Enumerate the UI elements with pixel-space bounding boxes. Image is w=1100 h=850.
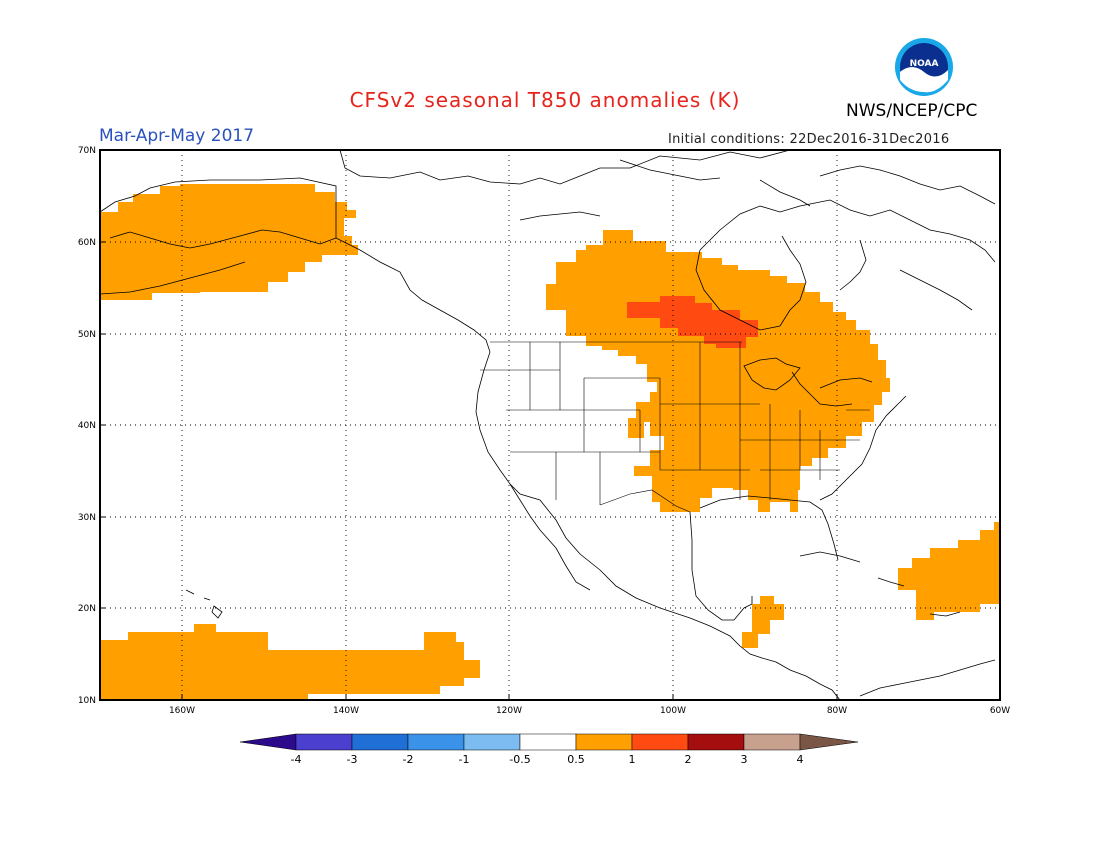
initial-conditions-label: Initial conditions: 22Dec2016-31Dec2016 (668, 132, 950, 147)
lon-label-140w: 140W (333, 706, 359, 716)
political-borders (480, 341, 870, 513)
lat-label-40n: 40N (78, 421, 96, 431)
anomaly-fills (100, 184, 1000, 700)
anomaly-region-central-america (742, 596, 784, 648)
agency-label: NWS/NCEP/CPC (846, 101, 978, 121)
colorbar-segment (631, 733, 689, 751)
axis-ticks (100, 149, 1001, 701)
colorbar-label: -3 (347, 753, 358, 766)
lat-label-20n: 20N (78, 604, 96, 614)
anomaly-region-central-core (627, 296, 758, 348)
anomaly-region-pacific (100, 624, 480, 700)
lat-label-50n: 50N (78, 330, 96, 340)
lon-label-100w: 100W (660, 706, 686, 716)
colorbar-label: -4 (291, 753, 302, 766)
lon-label-160w: 160W (169, 706, 195, 716)
colorbar-segment (687, 733, 745, 751)
colorbar-segment (295, 733, 353, 751)
anomaly-region-atlantic (898, 522, 1000, 620)
colorbar-label: -0.5 (509, 753, 530, 766)
colorbar-segment (351, 733, 409, 751)
coastlines (99, 149, 996, 701)
colorbar-label: 3 (741, 753, 748, 766)
lat-label-70n: 70N (78, 146, 96, 156)
colorbar-segment (463, 733, 521, 751)
lat-label-10n: 10N (78, 696, 96, 706)
colorbar-label: 0.5 (567, 753, 585, 766)
colorbar-label: 2 (685, 753, 692, 766)
colorbar-label: -1 (459, 753, 470, 766)
colorbar-arrow-low (239, 733, 297, 751)
colorbar-segment (743, 733, 801, 751)
lon-label-80w: 80W (827, 706, 847, 716)
season-label: Mar-Apr-May 2017 (99, 126, 255, 146)
noaa-logo: NOAA (895, 38, 953, 96)
graticule (100, 150, 1000, 700)
colorbar-arrow-high (799, 733, 859, 751)
noaa-logo-text: NOAA (910, 59, 939, 69)
chart-title: CFSv2 seasonal T850 anomalies (K) (349, 88, 741, 112)
colorbar-label: -2 (403, 753, 414, 766)
colorbar-segment (519, 733, 577, 751)
colorbar-label: 1 (629, 753, 636, 766)
lat-labels: 70N 60N 50N 40N 30N 20N 10N (78, 146, 96, 706)
colorbar-segment (407, 733, 465, 751)
colorbar-segment (575, 733, 633, 751)
map-frame: 70N 60N 50N 40N 30N 20N 10N 160W 140W 12… (78, 146, 1010, 716)
anomaly-region-alaska (100, 184, 358, 300)
lon-label-60w: 60W (990, 706, 1010, 716)
lat-label-30n: 30N (78, 513, 96, 523)
lon-labels: 160W 140W 120W 100W 80W 60W (169, 706, 1010, 716)
anomaly-region-central (546, 230, 890, 512)
colorbar-label: 4 (797, 753, 804, 766)
colorbar: -4 -3 -2 -1 -0.5 0.5 1 2 3 4 (239, 733, 859, 766)
lon-label-120w: 120W (496, 706, 522, 716)
lat-label-60n: 60N (78, 238, 96, 248)
